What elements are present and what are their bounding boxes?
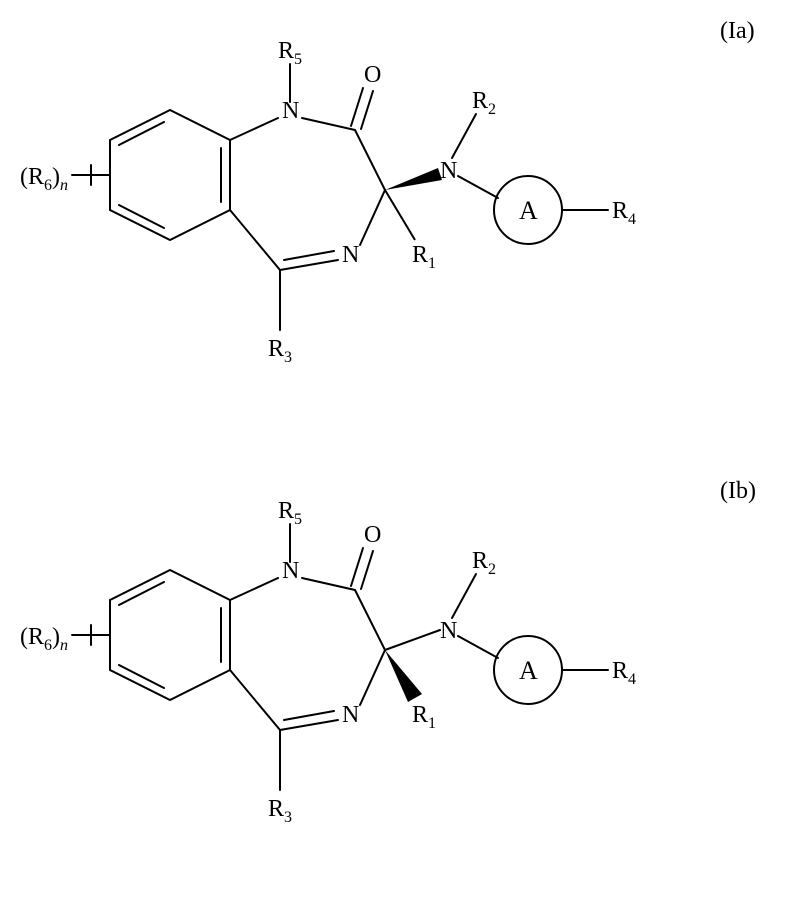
r6-ib: (R6)n [20, 624, 68, 654]
atom-n-ring-ia: N [342, 242, 359, 268]
r2-ib: R2 [472, 548, 496, 578]
r2-ia: R2 [472, 88, 496, 118]
formula-label-ib: (Ib) [720, 478, 756, 505]
r4-ib: R4 [612, 658, 636, 688]
wedge-to-r1-ib [385, 650, 422, 702]
r3-ib: R3 [268, 796, 292, 826]
formula-label-ia-text: (Ia) [720, 18, 755, 44]
r6-ia: (R6)n [20, 164, 68, 194]
r5-ib: R5 [278, 498, 302, 528]
atom-o-ib: O [364, 522, 381, 548]
atom-n-top-ia: N [282, 98, 299, 124]
formula-label-ia: (Ia) [720, 18, 755, 45]
r1-ia: R1 [412, 242, 436, 272]
atom-n-branch-ib: N [440, 618, 457, 644]
ring-a-label-ia: A [519, 196, 538, 225]
r4-ia: R4 [612, 198, 636, 228]
formula-label-ib-text: (Ib) [720, 478, 756, 504]
chemistry-figure: (Ia) (Ib) [0, 0, 790, 908]
wedge-to-n-ia [385, 168, 442, 190]
r5-ia: R5 [278, 38, 302, 68]
atom-o-ia: O [364, 62, 381, 88]
r3-ia: R3 [268, 336, 292, 366]
r1-ib: R1 [412, 702, 436, 732]
ring-a-label-ib: A [519, 656, 538, 685]
atom-n-ring-ib: N [342, 702, 359, 728]
structure-ia: N N N O A R5 R2 R4 R1 [20, 10, 640, 410]
atom-n-top-ib: N [282, 558, 299, 584]
atom-n-branch-ia: N [440, 158, 457, 184]
structure-ib: N N N O A R5 R2 R4 R1 R3 (R6)n [20, 470, 640, 870]
